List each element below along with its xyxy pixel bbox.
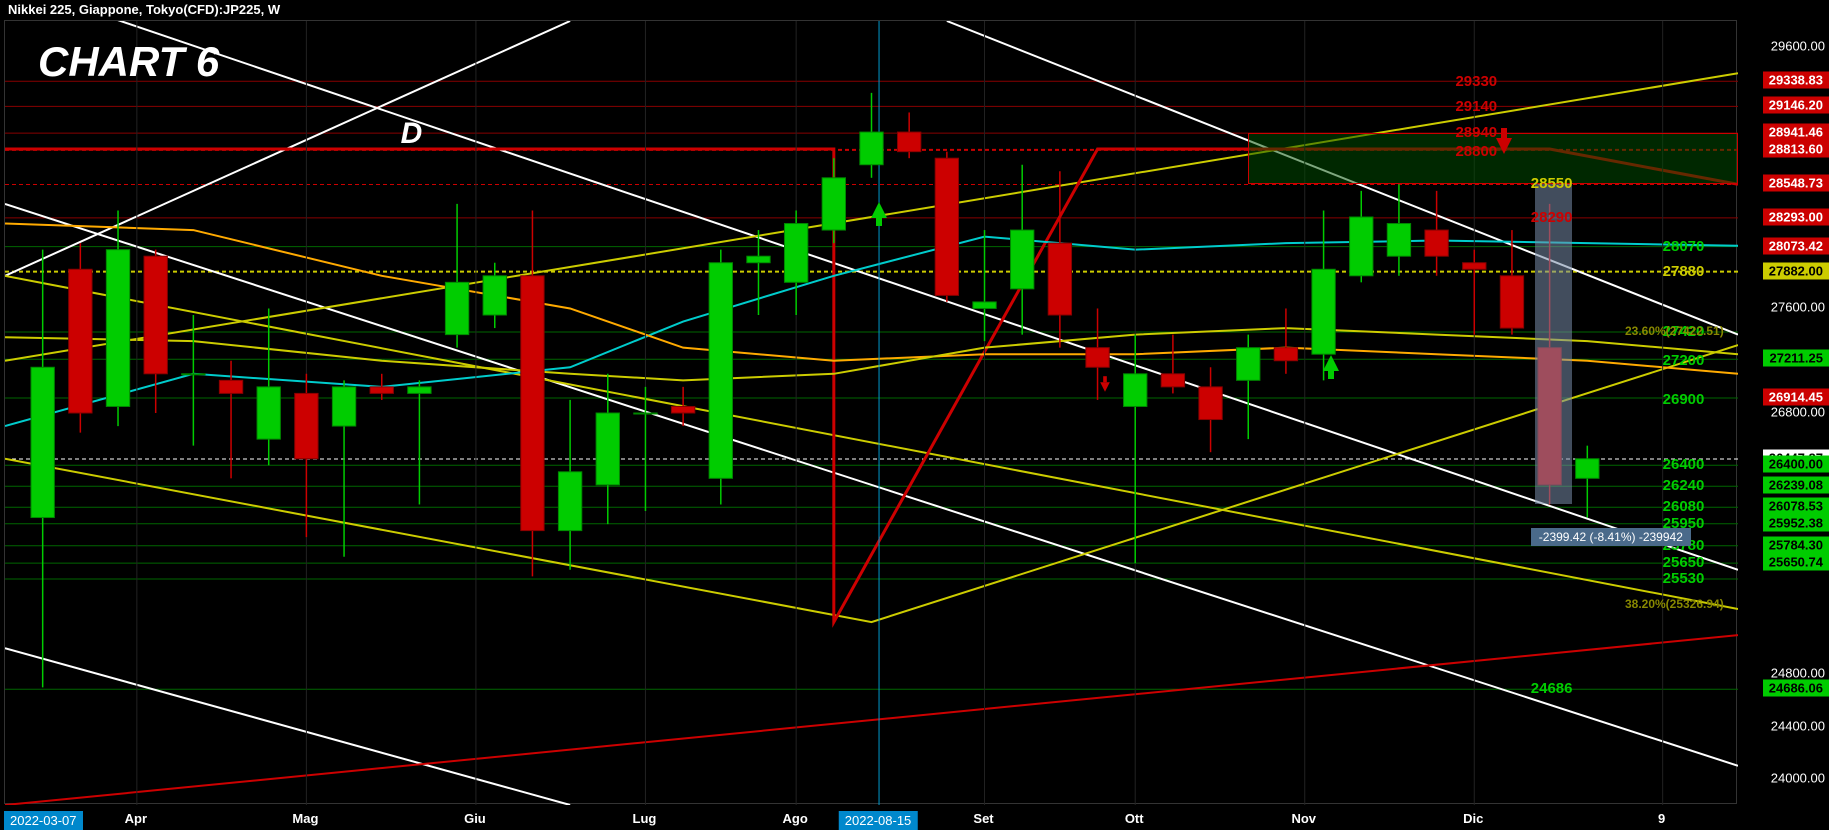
- annotation: D: [401, 117, 423, 151]
- price-label: 25650: [1663, 554, 1705, 571]
- y-price-tag: 24686.06: [1763, 680, 1829, 697]
- price-label: 26400: [1663, 456, 1705, 473]
- arrow-down-icon: [1496, 138, 1512, 154]
- chart-title: CHART 6: [38, 38, 219, 86]
- price-label: 28940: [1455, 124, 1497, 141]
- y-price-tag: 25650.74: [1763, 554, 1829, 571]
- x-tick: Ago: [783, 811, 808, 826]
- arrow-down-icon: [1100, 382, 1110, 392]
- x-tick: Set: [973, 811, 993, 826]
- price-label: 25530: [1663, 570, 1705, 587]
- y-price-tag: 29338.83: [1763, 72, 1829, 89]
- price-label: 26900: [1663, 391, 1705, 408]
- y-price-tag: 26914.45: [1763, 389, 1829, 406]
- y-price-tag: 28073.42: [1763, 237, 1829, 254]
- y-tick: 29600.00: [1771, 39, 1825, 54]
- y-axis: 29600.0028800.0027600.0026800.0024800.00…: [1741, 20, 1829, 804]
- arrow-up-icon: [871, 202, 887, 218]
- y-price-tag: 28941.46: [1763, 124, 1829, 141]
- x-axis: Apr Mag Giu Lug Ago Set Ott Nov Dic 9 2022-03-07 20…: [4, 804, 1737, 830]
- price-label: 26240: [1663, 477, 1705, 494]
- y-tick: 24000.00: [1771, 770, 1825, 785]
- y-price-tag: 26400.00: [1763, 456, 1829, 473]
- price-label: 26080: [1663, 498, 1705, 515]
- price-label: 27200: [1663, 352, 1705, 369]
- y-tick: 26800.00: [1771, 405, 1825, 420]
- chart-container: Nikkei 225, Giappone, Tokyo(CFD):JP225, …: [0, 0, 1829, 830]
- x-tick: Apr: [125, 811, 147, 826]
- arrow-up-icon: [1323, 355, 1339, 371]
- price-label: 28550: [1531, 175, 1573, 192]
- y-price-tag: 28293.00: [1763, 208, 1829, 225]
- y-price-tag: 29146.20: [1763, 97, 1829, 114]
- y-price-tag: 27211.25: [1763, 350, 1829, 367]
- y-price-tag: 25952.38: [1763, 514, 1829, 531]
- price-label: 27880: [1663, 263, 1705, 280]
- price-label: 29140: [1455, 98, 1497, 115]
- y-price-tag: 26078.53: [1763, 498, 1829, 515]
- x-tick: Giu: [464, 811, 486, 826]
- price-label: 28800: [1455, 143, 1497, 160]
- diff-tag: -2399.42 (-8.41%) -239942: [1531, 528, 1691, 546]
- x-tick: Lug: [633, 811, 657, 826]
- y-tick: 24400.00: [1771, 718, 1825, 733]
- x-tick: 9: [1658, 811, 1665, 826]
- y-tick: 27600.00: [1771, 300, 1825, 315]
- fib-label: 38.20%(25326.94): [1625, 597, 1724, 611]
- x-date-tag: 2022-08-15: [839, 811, 918, 830]
- x-tick: Mag: [292, 811, 318, 826]
- x-tick: Ott: [1125, 811, 1144, 826]
- fib-label: 23.60%(27422.51): [1625, 324, 1724, 338]
- x-tick: Dic: [1463, 811, 1483, 826]
- y-price-tag: 27882.00: [1763, 262, 1829, 279]
- instrument-header: Nikkei 225, Giappone, Tokyo(CFD):JP225, …: [8, 2, 280, 17]
- zone: [1535, 184, 1573, 504]
- plot-area[interactable]: 29330 29140 28940 28800 28550 28290 28070 27880…: [4, 20, 1737, 804]
- price-label: 28290: [1531, 209, 1573, 226]
- y-price-tag: 28813.60: [1763, 140, 1829, 157]
- y-price-tag: 25784.30: [1763, 536, 1829, 553]
- x-date-tag: 2022-03-07: [4, 811, 83, 830]
- y-price-tag: 28548.73: [1763, 175, 1829, 192]
- price-label: 29330: [1455, 73, 1497, 90]
- price-label: 28070: [1663, 238, 1705, 255]
- y-price-tag: 26239.08: [1763, 477, 1829, 494]
- price-label: 24686: [1531, 680, 1573, 697]
- y-tick: 24800.00: [1771, 666, 1825, 681]
- x-tick: Nov: [1291, 811, 1316, 826]
